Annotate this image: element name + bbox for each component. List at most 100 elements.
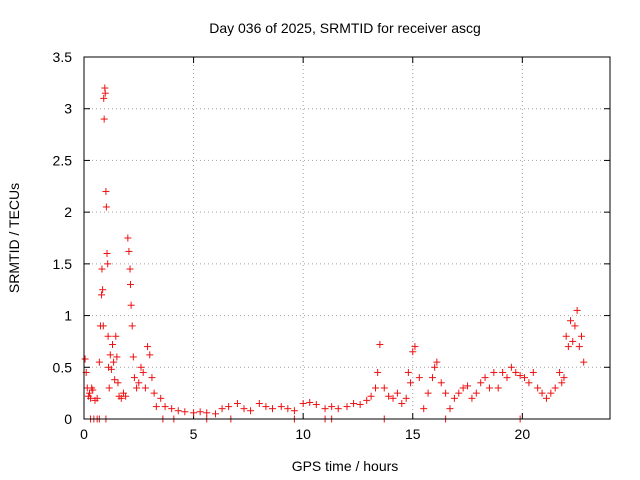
data-point (494, 384, 502, 392)
data-point (424, 389, 432, 397)
data-point (277, 403, 285, 411)
data-point (343, 403, 351, 411)
data-point (225, 403, 233, 411)
data-point (218, 405, 226, 413)
data-point (516, 372, 524, 380)
data-point (562, 332, 570, 340)
data-point (306, 398, 314, 406)
data-point (106, 351, 114, 359)
data-point (98, 265, 106, 273)
data-point (389, 394, 397, 402)
data-point (380, 384, 388, 392)
data-point (573, 306, 581, 314)
data-point (564, 343, 572, 351)
data-point (437, 379, 445, 387)
data-point (203, 409, 211, 417)
data-point (299, 399, 307, 407)
data-point (415, 374, 423, 382)
data-point (100, 94, 108, 102)
data-point (104, 332, 112, 340)
data-point (105, 384, 113, 392)
data-point (148, 374, 156, 382)
data-point (455, 389, 463, 397)
y-tick-label: 2 (64, 204, 72, 220)
data-point (240, 405, 248, 413)
y-tick-label: 0 (64, 411, 72, 427)
data-point (290, 407, 298, 415)
x-tick-label: 0 (80, 426, 88, 442)
data-point (374, 368, 382, 376)
data-point (507, 363, 515, 371)
y-tick-label: 1.5 (53, 256, 73, 272)
data-point (468, 394, 476, 402)
data-point (135, 379, 143, 387)
data-point (255, 399, 263, 407)
data-point (128, 322, 136, 330)
data-point (363, 396, 371, 404)
data-point (529, 368, 537, 376)
data-point (521, 374, 529, 382)
data-point (102, 203, 110, 211)
data-point (181, 408, 189, 416)
data-point (321, 405, 329, 413)
data-point (547, 389, 555, 397)
data-point (376, 341, 384, 349)
x-axis-label: GPS time / hours (292, 458, 399, 474)
data-point (89, 386, 97, 394)
data-point (442, 389, 450, 397)
data-point (551, 384, 559, 392)
data-point (126, 281, 134, 289)
data-point (503, 374, 511, 382)
y-tick-label: 3 (64, 101, 72, 117)
data-point (95, 358, 103, 366)
chart-title: Day 036 of 2025, SRMTID for receiver asc… (209, 20, 481, 36)
data-point (104, 260, 112, 268)
data-point (393, 389, 401, 397)
data-point (141, 384, 149, 392)
data-point (350, 399, 358, 407)
data-point (420, 405, 428, 413)
data-point (464, 382, 472, 390)
data-point (85, 389, 93, 397)
data-point (130, 374, 138, 382)
data-point (196, 408, 204, 416)
data-point (168, 405, 176, 413)
data-point (560, 374, 568, 382)
data-point (110, 358, 118, 366)
y-tick-label: 3.5 (53, 49, 73, 65)
grid-lines (84, 57, 610, 419)
x-tick-label: 20 (515, 426, 531, 442)
data-point (139, 368, 147, 376)
y-axis-label: SRMTID / TECUs (6, 183, 22, 293)
data-point (107, 365, 115, 373)
y-tick-label: 0.5 (53, 359, 73, 375)
data-point (247, 407, 255, 415)
data-point (87, 394, 95, 402)
data-point (117, 394, 125, 402)
data-point (385, 392, 393, 400)
data-point (125, 247, 133, 255)
data-point (113, 353, 121, 361)
data-point (157, 394, 165, 402)
data-point (538, 389, 546, 397)
data-point (472, 389, 480, 397)
data-point (356, 401, 364, 409)
data-point (328, 403, 336, 411)
data-point (101, 89, 109, 97)
data-point (534, 384, 542, 392)
data-point (152, 403, 160, 411)
data-point (133, 384, 141, 392)
data-point (174, 407, 182, 415)
data-point (428, 374, 436, 382)
data-point (144, 343, 152, 351)
data-point (411, 343, 419, 351)
data-point (103, 250, 111, 258)
data-point (108, 341, 116, 349)
data-point (127, 301, 135, 309)
data-point (578, 332, 586, 340)
y-tick-label: 1 (64, 308, 72, 324)
data-point (262, 403, 270, 411)
data-point (433, 358, 441, 366)
data-point (575, 343, 583, 351)
